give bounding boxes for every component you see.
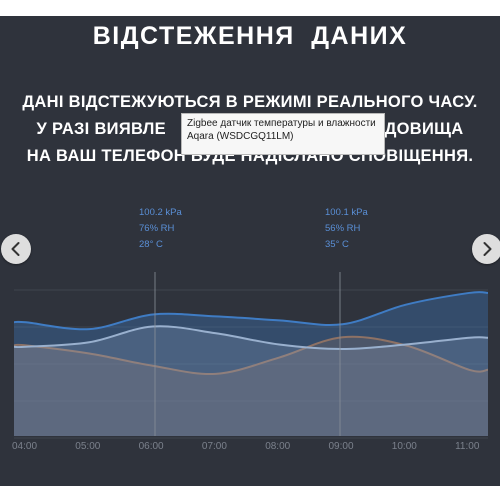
chart-series-layer [13, 291, 489, 436]
description-line-2: У РАЗІ ВИЯВЛЕ РЕДОВИЩА [0, 120, 500, 139]
sensor-tooltip: Zigbee датчик температуры и влажности Aq… [181, 113, 385, 155]
x-tick-label: 04:00 [12, 441, 38, 452]
humidity-area [14, 326, 488, 436]
pressure-line [13, 291, 489, 331]
carousel-prev-button[interactable] [1, 234, 31, 264]
temperature-area [14, 336, 488, 436]
pressure-readout: 100.2 kPa [139, 207, 182, 218]
temperature-readout: 35° C [325, 239, 349, 250]
humidity-readout: 56% RH [325, 223, 361, 234]
x-tick-label: 08:00 [265, 441, 291, 452]
chart-grid [14, 289, 488, 439]
temperature-readout: 28° C [139, 239, 163, 250]
x-tick-label: 05:00 [75, 441, 101, 452]
readout-0900: 100.1 kPa 56% RH 35° C [325, 205, 368, 253]
description-line-1: ДАНІ ВІДСТЕЖУЮТЬСЯ В РЕЖИМІ РЕАЛЬНОГО ЧА… [22, 93, 478, 111]
page-title: ВІДСТЕЖЕННЯ ДАНИХ [92, 22, 408, 50]
data-tracking-panel [0, 16, 500, 486]
humidity-line [13, 325, 489, 351]
description-line-2-start: У РАЗІ ВИЯВЛЕ [36, 120, 166, 138]
humidity-readout: 76% RH [139, 223, 175, 234]
temperature-line [13, 335, 489, 376]
chevron-right-icon [483, 242, 492, 256]
x-tick-label: 07:00 [201, 441, 227, 452]
x-tick-label: 09:00 [328, 441, 354, 452]
x-tick-label: 06:00 [138, 441, 164, 452]
readout-0600: 100.2 kPa 76% RH 28° C [139, 205, 182, 253]
tooltip-title: Zigbee датчик температуры и влажности [187, 118, 376, 129]
tooltip-model: Aqara (WSDCGQ11LM) [187, 131, 294, 142]
description-line-2-end: РЕДОВИЩА [361, 120, 464, 138]
x-tick-label: 10:00 [391, 441, 417, 452]
carousel-next-button[interactable] [472, 234, 500, 264]
x-tick-label: 11:00 [455, 441, 480, 452]
pressure-readout: 100.1 kPa [325, 207, 368, 218]
chevron-left-icon [11, 242, 20, 256]
pressure-area [14, 292, 488, 436]
